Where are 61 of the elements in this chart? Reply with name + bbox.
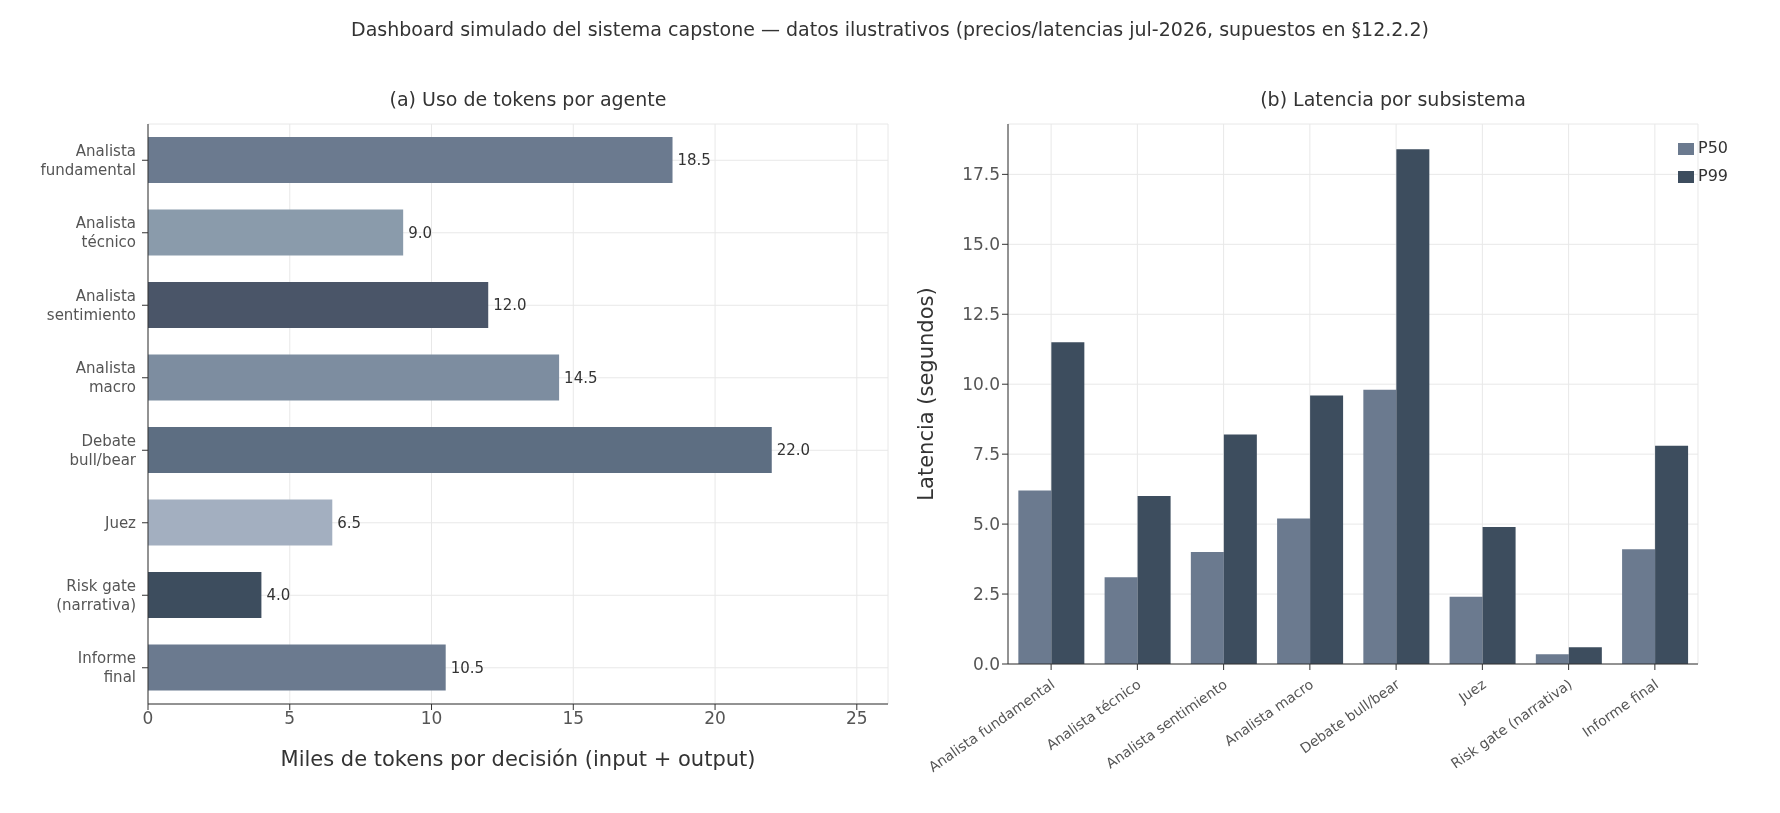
legend-label: P50 [1697,138,1728,157]
bar [1396,149,1430,664]
x-axis-title: Miles de tokens por decisión (input + output) [280,747,756,771]
chart-subtitle: Dashboard simulado del sistema capstone — datos ilustrativos (precios/latencias jul-2026, supuestos en §12.2.2) [350,18,1430,40]
chart-title: (b) Latencia por subsistema [1259,88,1527,110]
bar [1277,518,1311,664]
bar [148,137,673,184]
data-label: 18.5 [677,151,711,170]
bar [1104,577,1138,664]
y-tick-label: 7.5 [972,444,1000,465]
y-tick-label: Analista fundamental [40,141,136,179]
data-label: 10.5 [450,658,485,677]
x-tick-label: 5 [284,708,296,729]
x-tick-label: 15 [562,708,585,729]
y-tick-label: 15.0 [962,234,1000,255]
data-label: 12.0 [493,296,527,315]
y-tick-label: 0.0 [972,654,1000,675]
y-tick-label: 2.5 [972,584,1000,605]
y-tick-label: Analista macro [75,359,136,397]
bar [1482,526,1516,664]
bar [1655,445,1689,664]
y-axis-title: Latencia (segundos) [914,287,939,501]
y-tick-label: Analista técnico [75,214,136,252]
y-tick-label: 10.0 [962,374,1000,395]
chart-title: (a) Uso de tokens por agente [388,88,668,110]
bar [1363,389,1397,664]
legend-label: P99 [1697,166,1728,185]
data-label: 6.5 [337,513,362,532]
bar [1310,395,1344,664]
x-tick-label: 25 [845,708,868,729]
bar [148,282,489,329]
bar [1622,549,1656,664]
data-label: 14.5 [564,368,598,387]
x-tick-label: 10 [420,708,443,729]
bar [1535,654,1569,664]
bar [148,354,560,401]
bar [148,499,333,546]
y-tick-label: Debate bull/bear [69,431,137,469]
bar [148,644,446,691]
y-tick-label: Informe final [77,649,136,687]
bar [1190,552,1224,664]
bar [148,427,772,474]
x-tick-label: 20 [704,708,726,729]
y-tick-label: Risk gate (narrativa) [56,576,136,614]
y-tick-label: 5.0 [972,514,1000,535]
data-label: 9.0 [408,223,433,242]
y-tick-label: 17.5 [962,164,1000,185]
bar [1137,496,1171,664]
data-label: 4.0 [266,586,291,605]
bar [1449,596,1483,664]
x-tick-label: 0 [142,708,154,729]
bar [1018,490,1052,664]
bar [148,209,404,256]
bar [1223,434,1257,664]
bar [1051,342,1085,664]
bar [148,572,262,619]
y-tick-label: Analista sentimiento [46,286,136,324]
bar [1568,647,1602,664]
data-label: 22.0 [776,441,811,460]
y-tick-label: Juez [103,513,137,532]
y-tick-label: 12.5 [962,304,1000,325]
